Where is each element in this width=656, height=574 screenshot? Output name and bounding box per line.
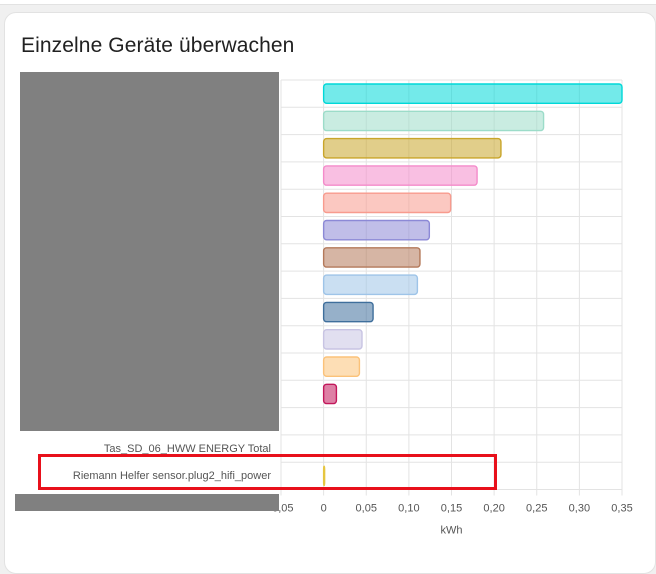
- bar: [322, 274, 419, 296]
- previous-card-edge: [0, 0, 656, 5]
- highlight-box: [38, 454, 497, 490]
- bar: [322, 383, 338, 405]
- bar: [322, 356, 361, 377]
- x-tick-label: 0,20: [483, 503, 504, 515]
- bar: [322, 329, 363, 350]
- redacted-label-bottom: [15, 494, 279, 511]
- x-axis-label: kWh: [441, 525, 463, 537]
- bar: [322, 219, 431, 241]
- bar: [322, 137, 502, 159]
- card-title: Einzelne Geräte überwachen: [21, 34, 295, 57]
- x-tick-label: 0,10: [398, 503, 419, 515]
- x-tick-label: 0,15: [441, 503, 462, 515]
- redacted-labels-block: [20, 72, 279, 431]
- bar: [322, 83, 623, 104]
- bar: [322, 165, 478, 186]
- bar: [322, 110, 545, 132]
- x-tick-label: 0,25: [526, 503, 547, 515]
- x-tick-label: 0,35: [611, 503, 632, 515]
- x-tick-label: 0,05: [356, 503, 377, 515]
- category-label-riemann: Riemann Helfer sensor.plug2_hifi_power: [72, 470, 271, 482]
- x-tick-label: 0,30: [569, 503, 590, 515]
- category-label-hww: Tas_SD_06_HWW ENERGY Total: [103, 443, 271, 455]
- bar: [322, 192, 452, 214]
- x-tick-label: 0: [321, 503, 327, 515]
- bar: [322, 465, 326, 487]
- bar: [322, 247, 421, 268]
- bar: [322, 301, 374, 323]
